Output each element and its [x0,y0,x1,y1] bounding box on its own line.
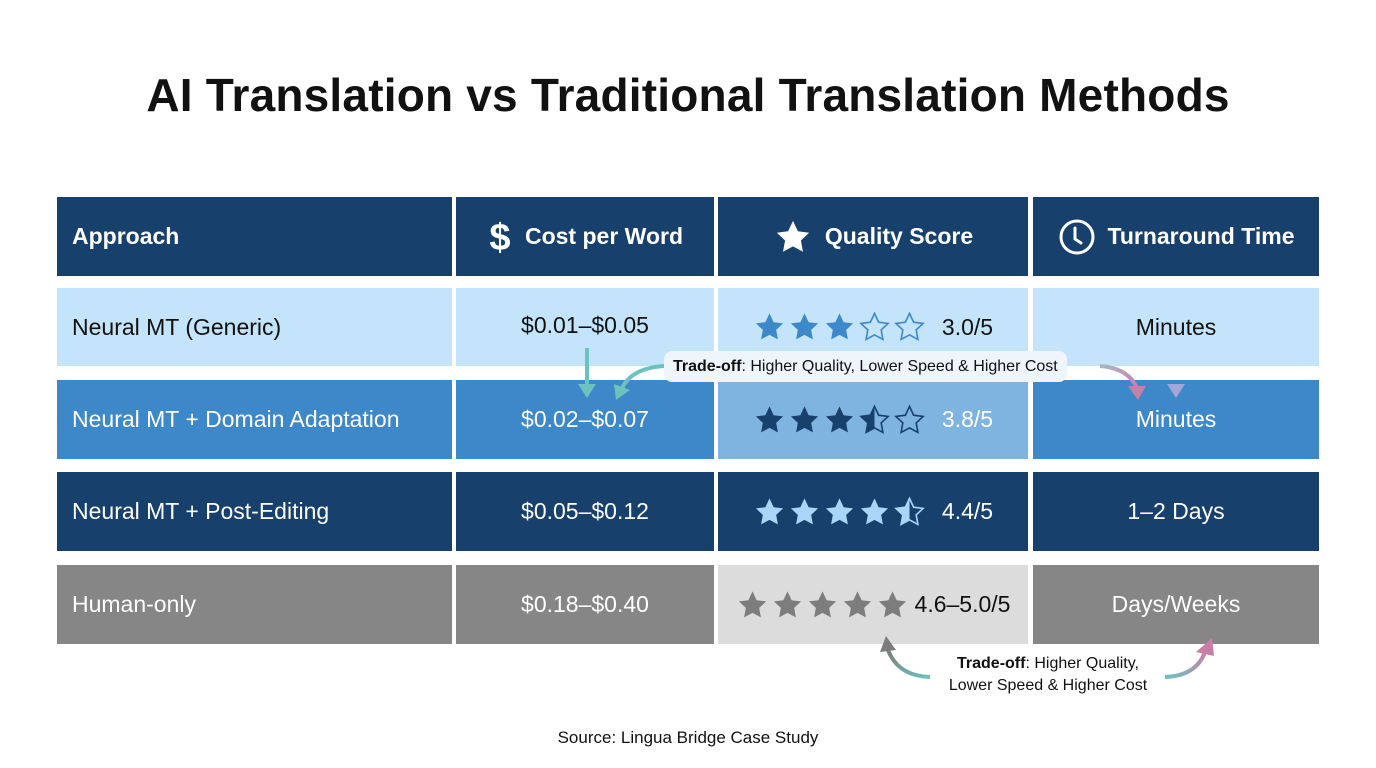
quality-score: 3.8/5 [941,406,994,432]
table-row-3-cost: $0.05–$0.12 [456,472,714,551]
time-value: Days/Weeks [1111,591,1241,617]
svg-text:$: $ [489,218,510,256]
star-empty-icon [894,404,925,434]
star-half-icon [859,404,890,434]
star-rating [753,404,926,436]
table-row-2-time: Minutes [1033,380,1319,459]
star-half-icon [894,496,925,526]
quality-score: 4.6–5.0/5 [914,591,1011,617]
tradeoff-text: : Higher Quality, Lower Speed & Higher C… [741,357,1058,375]
table-row-4-approach: Human-only [57,565,452,644]
header-cost-label: Cost per Word [524,223,684,249]
source-note: Source: Lingua Bridge Case Study [557,728,819,747]
table-row-4-cost: $0.18–$0.40 [456,565,714,644]
star-filled-icon [773,590,801,617]
star-filled-icon [860,497,889,524]
tradeoff-label: Trade-off [673,357,742,375]
star-filled-icon [825,405,854,432]
star-rating [753,311,926,343]
star-filled-icon [790,313,819,340]
cost-value: $0.01–$0.05 [521,311,649,338]
table-row-2-approach: Neural MT + Domain Adaptation [57,380,452,459]
header-approach-label: Approach [72,223,180,249]
tradeoff-text-line2: Lower Speed & Higher Cost [948,677,1148,694]
table-row-1-time: Minutes [1033,288,1319,366]
star-icon [773,218,813,256]
tradeoff-callout-bottom: Trade-off: Higher Quality, Lower Speed &… [920,653,1176,697]
star-filled-icon [755,405,784,432]
clock-icon [1058,218,1096,256]
cost-value: $0.02–$0.07 [521,406,649,432]
table-row-3-quality: 4.4/5 [718,472,1028,551]
star-filled-icon [825,313,854,340]
tradeoff-text-line1: : Higher Quality, [1025,655,1139,672]
star-filled-icon [843,590,871,617]
cost-value: $0.18–$0.40 [521,591,649,617]
approach-label: Human-only [72,591,196,617]
time-value: Minutes [1135,406,1217,432]
star-rating [753,496,926,528]
table-row-2-quality: 3.8/5 [718,380,1028,459]
star-filled-icon [878,590,906,617]
table-row-3-time: 1–2 Days [1033,472,1319,551]
dollar-icon: $ [487,218,513,256]
page-title: AI Translation vs Traditional Translatio… [146,69,1230,121]
table-row-1-approach: Neural MT (Generic) [57,288,452,366]
star-filled-icon [790,497,819,524]
time-value: 1–2 Days [1127,498,1225,524]
star-filled-icon [755,497,784,524]
approach-label: Neural MT + Domain Adaptation [72,406,400,432]
header-quality-label: Quality Score [824,223,974,249]
star-filled-icon [825,497,854,524]
header-quality: Quality Score [718,197,1028,276]
time-value: Minutes [1135,313,1217,340]
star-empty-icon [894,311,925,341]
header-cost: $ Cost per Word [456,197,714,276]
approach-label: Neural MT (Generic) [72,313,282,340]
header-approach: Approach [57,197,452,276]
quality-score: 3.0/5 [941,313,994,340]
table-row-4-time: Days/Weeks [1033,565,1319,644]
tradeoff-callout-top: Trade-off: Higher Quality, Lower Speed &… [664,351,1067,382]
star-filled-icon [808,590,836,617]
star-filled-icon [790,405,819,432]
cost-value: $0.05–$0.12 [521,498,649,524]
table-row-3-approach: Neural MT + Post-Editing [57,472,452,551]
star-empty-icon [859,311,890,341]
star-filled-icon [738,590,766,617]
star-filled-icon [755,313,784,340]
star-rating [736,589,909,621]
table-row-2-cost: $0.02–$0.07 [456,380,714,459]
quality-score: 4.4/5 [941,498,994,524]
table-row-4-quality: 4.6–5.0/5 [718,565,1028,644]
tradeoff-label: Trade-off [957,655,1026,672]
header-turnaround-label: Turnaround Time [1107,223,1295,249]
approach-label: Neural MT + Post-Editing [72,498,330,524]
header-turnaround: Turnaround Time [1033,197,1319,276]
